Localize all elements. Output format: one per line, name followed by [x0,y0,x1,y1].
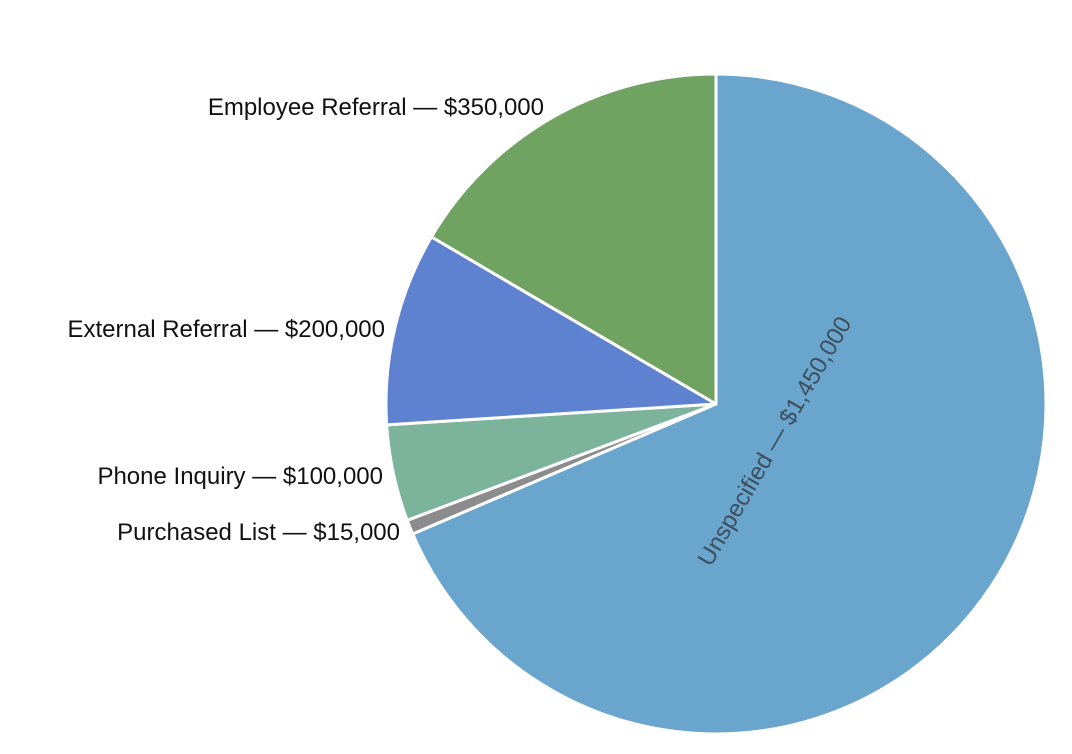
slice-label-employee-referral: Employee Referral — $350,000 [208,94,544,121]
slice-label-external-referral: External Referral — $200,000 [67,316,385,343]
slice-label-phone-inquiry: Phone Inquiry — $100,000 [97,463,383,490]
pie-slices [384,72,1048,736]
pie-slice-external-referral [384,235,718,427]
pie-slice-unspecified [411,72,1048,736]
pie-slice-employee-referral [429,72,718,406]
slice-label-purchased-list: Purchased List — $15,000 [117,519,400,546]
